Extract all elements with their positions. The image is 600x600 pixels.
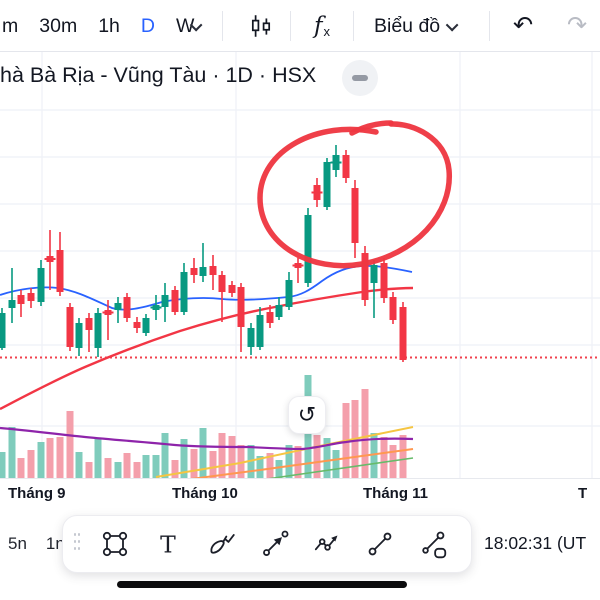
range-1n[interactable]: 1n [45,534,65,553]
axis-month-label: Tháng 10 [172,485,238,502]
clock-label: 18:02:31 (UT [484,533,587,553]
timeframe-D[interactable]: D [140,14,155,37]
home-indicator[interactable] [117,581,407,588]
chart-menu-label: Biểu đồ [374,14,441,37]
trend-line-icon [368,532,391,556]
symbol-title: hà Bà Rịa - Vũng Tàu · 1D · HSX [0,63,317,87]
chart-menu-button[interactable]: Biểu đồ [374,0,459,52]
replay-icon: ↺ [297,402,317,427]
timeframe-m[interactable]: m [2,14,19,37]
timeframe-1h[interactable]: 1h [98,14,120,37]
ray-anchor-tool-button[interactable] [417,528,449,560]
chevron-down-icon [445,18,459,31]
symbol-row: hà Bà Rịa - Vũng Tàu · 1D · HSX [0,60,600,98]
timeframe-expand-button[interactable] [189,0,203,52]
redo-icon: ↷ [566,12,588,39]
drawing-toolbar: T [62,515,472,573]
replay-button[interactable]: ↺ [288,396,326,434]
toolbar-divider [489,11,490,41]
toolbar-divider [222,11,223,41]
arrow-icon [262,530,288,557]
chart-style-button[interactable] [240,0,282,52]
ray-anchor-icon [421,531,446,559]
rectangle-shape-icon [102,531,127,557]
drag-handle-icon[interactable] [73,533,82,555]
timeframe-W[interactable]: W [175,14,195,37]
collapse-legend-button[interactable] [342,60,378,96]
brush-tool-button[interactable] [205,528,237,560]
polyline-arrow-tool-button[interactable] [311,528,343,560]
hand-drawn-circle-annotation [257,121,452,269]
axis-month-label: Tháng 9 [8,485,66,502]
range-5n[interactable]: 5n [8,534,27,553]
fx-icon: f [313,13,323,39]
toolbar-divider [290,11,291,41]
text-tool-icon: T [160,531,176,559]
time-axis[interactable]: Tháng 9 Tháng 10 Tháng 11 T [0,478,600,507]
candlestick-icon [251,15,271,37]
svg-text:T: T [160,531,176,559]
hand-drawn-circle-annotation [349,120,394,136]
timeframe-selector: m 30m 1h D W [2,0,194,52]
range-selector: 5n 1n [8,534,65,554]
rectangle-tool-button[interactable] [99,528,131,560]
undo-button[interactable]: ↶ [508,0,538,52]
polyline-arrow-icon [314,535,337,551]
redo-button[interactable]: ↷ [562,0,592,52]
timeframe-30m[interactable]: 30m [39,14,78,37]
text-tool-button[interactable]: T [152,528,184,560]
trend-line-tool-button[interactable] [364,528,396,560]
axis-month-label: Tháng 11 [363,485,429,502]
toolbar-divider [353,11,354,41]
brush-icon [209,534,235,554]
undo-icon: ↶ [512,12,534,39]
minus-icon [352,75,368,81]
arrow-tool-button[interactable] [258,528,290,560]
axis-month-label: T [578,485,588,502]
